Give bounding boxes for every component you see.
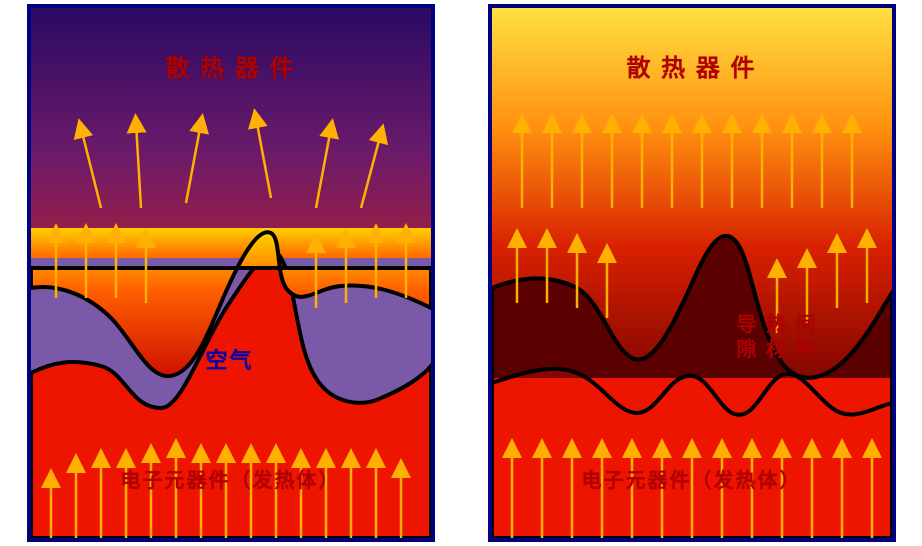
left-label-heater: 电子元器件（发热体） — [31, 464, 431, 493]
panel-left-air-gap: 散 热 器 件 空气 电子元器件（发热体） — [27, 4, 435, 542]
right-label-tim2: 隙 材 料 — [737, 333, 818, 362]
right-label-heater: 电子元器件（发热体） — [492, 464, 892, 493]
left-label-heatsink: 散 热 器 件 — [31, 48, 431, 83]
panel-right-tim: 散 热 器 件 导 热 间 隙 材 料 电子元器件（发热体） — [488, 4, 896, 542]
left-label-air: 空气 — [206, 343, 254, 375]
right-svg — [492, 8, 892, 538]
right-label-heatsink: 散 热 器 件 — [492, 48, 892, 83]
left-svg — [31, 8, 431, 538]
